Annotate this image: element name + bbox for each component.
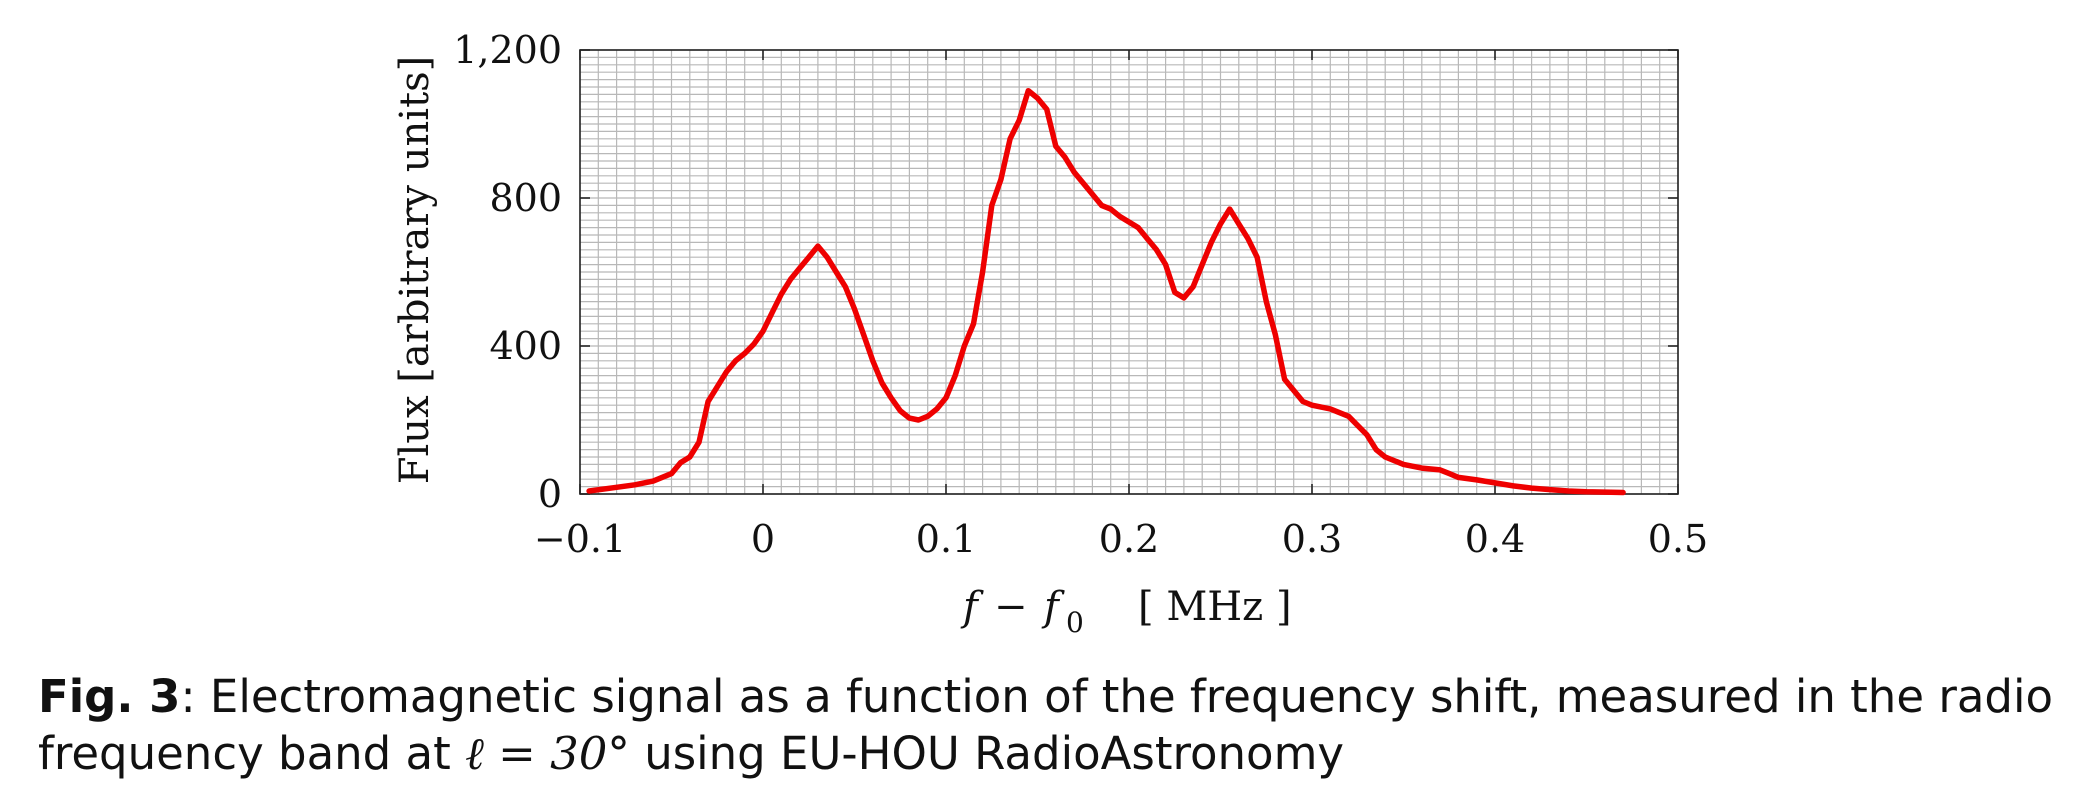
caption-text-line1: Electromagnetic signal as a function of … <box>195 670 2053 723</box>
caption-separator: : <box>180 670 196 723</box>
x-tick-label: 0.1 <box>916 517 976 561</box>
svg-text:−: − <box>994 584 1028 630</box>
caption-label: Fig. 3 <box>38 670 181 723</box>
y-tick-label: 400 <box>489 324 562 368</box>
x-tick-label: 0.5 <box>1648 517 1708 561</box>
caption-text-line2-b: using EU-HOU RadioAstronomy <box>629 727 1345 780</box>
caption-math: ℓ = 30° <box>465 727 630 780</box>
svg-text:f: f <box>960 584 984 630</box>
svg-text:[ MHz ]: [ MHz ] <box>1138 584 1292 630</box>
svg-text:f: f <box>1041 584 1065 630</box>
y-tick-label: 1,200 <box>453 28 562 72</box>
x-tick-label: 0.2 <box>1099 517 1159 561</box>
flux-series-line <box>586 87 1626 496</box>
x-tick-label: 0.3 <box>1282 517 1342 561</box>
svg-text:0: 0 <box>1066 606 1084 639</box>
grid <box>579 49 1679 495</box>
x-tick-label: 0 <box>751 517 775 561</box>
caption-text-line2-a: frequency band at <box>38 727 466 780</box>
figure-caption: Fig. 3: Electromagnetic signal as a func… <box>38 668 2058 782</box>
y-axis-title: Flux [arbitrary units] <box>392 56 438 485</box>
x-axis-title: f − f 0 [ MHz ] <box>960 584 1292 639</box>
y-tick-label: 0 <box>538 472 562 516</box>
x-tick-label: 0.4 <box>1465 517 1525 561</box>
y-tick-label: 800 <box>489 176 562 220</box>
x-tick-label: −0.1 <box>534 517 626 561</box>
